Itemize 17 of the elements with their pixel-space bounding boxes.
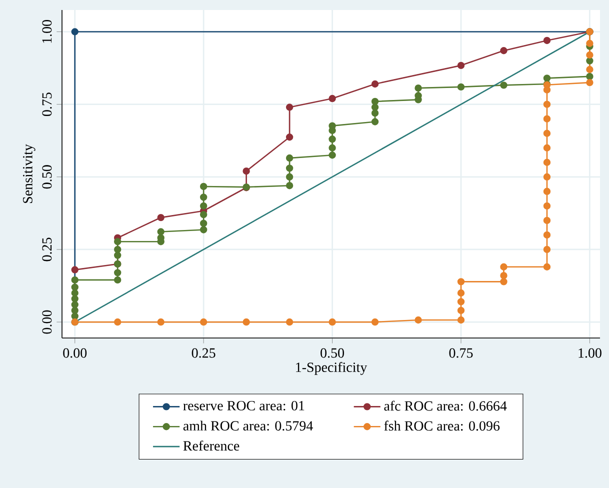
legend-label: fsh ROC area: 0.096 [384,420,500,431]
x-tick-label: 0.75 [449,348,473,358]
y-tick-label: 1.00 [42,20,52,43]
y-axis-title: Sensitivity [23,144,36,203]
x-tick-label: 0.50 [320,348,344,358]
legend-label: amh ROC area: 0.5794 [183,420,313,431]
legend-label: afc ROC area: 0.6664 [384,400,507,411]
y-tick-label: 0.25 [42,238,52,262]
x-axis-title: 1-Specificity [296,362,368,375]
x-tick-label: 1.00 [578,348,602,358]
x-tick-label: 0.25 [192,348,216,358]
y-tick-label: 0.75 [42,92,52,116]
legend-label: reserve ROC area: 01 [183,400,304,410]
x-tick-label: 0.00 [63,348,87,358]
y-tick-label: 0.50 [42,165,52,189]
legend-label: Reference [183,440,240,451]
y-tick-label: 0.00 [42,310,52,334]
